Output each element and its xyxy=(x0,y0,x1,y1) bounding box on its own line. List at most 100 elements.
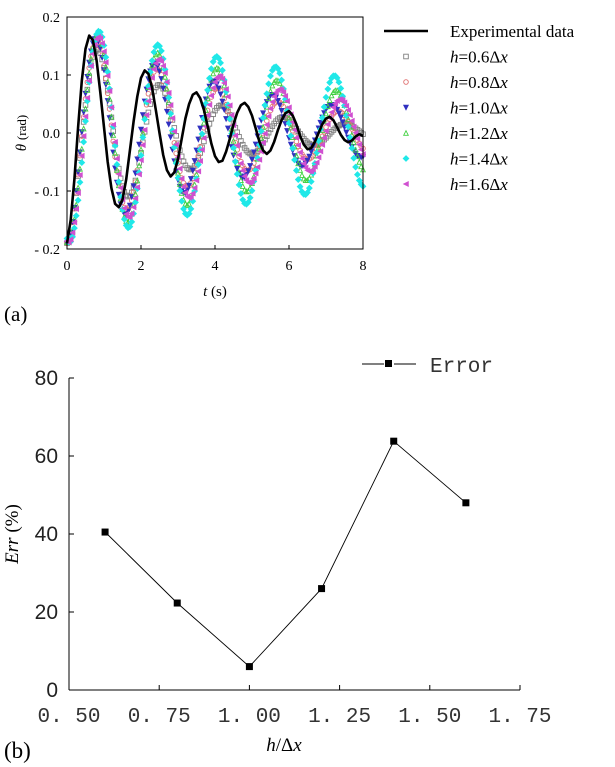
data-point xyxy=(295,160,302,167)
data-point xyxy=(187,176,194,183)
data-point xyxy=(274,97,281,104)
data-point xyxy=(348,144,356,152)
data-point xyxy=(128,210,135,217)
x-tick-label-b: 0. 75 xyxy=(128,706,191,729)
x-axis-label-a: t (s) xyxy=(203,284,227,300)
data-point xyxy=(102,63,109,70)
data-point xyxy=(156,42,163,50)
data-point xyxy=(78,152,85,159)
data-point xyxy=(111,142,119,150)
data-point xyxy=(200,135,207,142)
data-point xyxy=(108,113,115,120)
data-point xyxy=(78,145,85,152)
data-point xyxy=(117,184,124,191)
data-point xyxy=(137,146,145,153)
data-point xyxy=(133,184,141,191)
data-point xyxy=(267,126,274,133)
data-point xyxy=(207,65,215,73)
data-point xyxy=(198,130,206,138)
data-point xyxy=(348,117,355,124)
data-point xyxy=(328,92,335,99)
data-point xyxy=(126,213,133,220)
data-point xyxy=(130,204,137,211)
data-point xyxy=(219,75,226,82)
data-point xyxy=(267,72,274,80)
data-point xyxy=(350,139,357,146)
data-point xyxy=(276,69,284,77)
data-point xyxy=(74,196,82,204)
data-point xyxy=(281,93,289,100)
data-point xyxy=(345,115,352,122)
y-axis-label-a: θ (rad) xyxy=(14,115,30,151)
data-point xyxy=(165,94,173,101)
data-point xyxy=(178,175,185,182)
data-point xyxy=(194,161,202,169)
data-point xyxy=(73,201,80,208)
data-point xyxy=(169,127,176,134)
data-point xyxy=(195,153,202,159)
data-point xyxy=(113,155,120,162)
x-tick-label-a: 0 xyxy=(64,259,71,274)
data-point xyxy=(278,108,285,115)
data-point xyxy=(162,73,169,80)
data-point xyxy=(238,138,244,144)
data-point xyxy=(324,85,332,93)
data-point xyxy=(187,193,194,200)
legend-label-error: Error xyxy=(430,356,493,379)
y-axis-label-b: Err (%) xyxy=(2,504,23,565)
data-point xyxy=(96,35,104,42)
data-point xyxy=(291,156,298,164)
data-point xyxy=(293,134,300,141)
data-point xyxy=(215,85,222,92)
legend-label-h: h=1.2Δx xyxy=(450,124,508,143)
data-point xyxy=(156,68,163,75)
data-point xyxy=(76,178,84,186)
data-point xyxy=(191,184,198,191)
data-point xyxy=(206,74,213,82)
error-line xyxy=(104,440,467,668)
y-tick-label-b: 60 xyxy=(35,445,58,468)
data-point xyxy=(204,95,211,102)
data-point xyxy=(149,62,156,69)
data-point xyxy=(235,151,242,158)
data-point xyxy=(293,152,300,159)
data-point xyxy=(318,114,326,122)
data-point xyxy=(320,103,328,111)
data-point xyxy=(191,158,198,165)
data-point xyxy=(344,123,352,130)
data-point xyxy=(184,201,191,208)
data-point xyxy=(294,142,301,149)
data-point xyxy=(237,160,244,167)
data-point xyxy=(263,121,270,128)
data-point xyxy=(356,158,363,165)
data-point xyxy=(324,121,331,128)
data-point xyxy=(226,115,234,123)
data-point xyxy=(80,125,87,132)
data-point xyxy=(180,183,187,190)
y-tick-label-a: - 0.2 xyxy=(34,243,60,258)
data-point xyxy=(252,170,259,177)
data-point xyxy=(257,127,265,135)
data-point xyxy=(226,102,233,109)
data-point xyxy=(173,133,179,139)
legend-marker xyxy=(402,129,410,136)
data-point xyxy=(335,110,342,117)
data-point xyxy=(317,119,324,126)
data-point xyxy=(318,141,326,148)
data-point xyxy=(86,69,93,76)
data-point xyxy=(343,129,350,136)
data-point xyxy=(287,124,294,131)
x-tick-label-a: 6 xyxy=(286,259,293,274)
data-point xyxy=(235,181,243,189)
error-point xyxy=(318,585,326,593)
series-experimental-line xyxy=(65,34,364,244)
data-point xyxy=(161,69,168,76)
data-point xyxy=(134,156,141,163)
data-point xyxy=(320,134,327,142)
legend-label-h: h=0.8Δx xyxy=(450,73,508,92)
data-point xyxy=(331,100,338,107)
y-tick-label-b: 40 xyxy=(35,523,58,546)
data-point xyxy=(76,171,83,179)
data-point xyxy=(237,190,245,197)
data-point xyxy=(267,105,274,112)
